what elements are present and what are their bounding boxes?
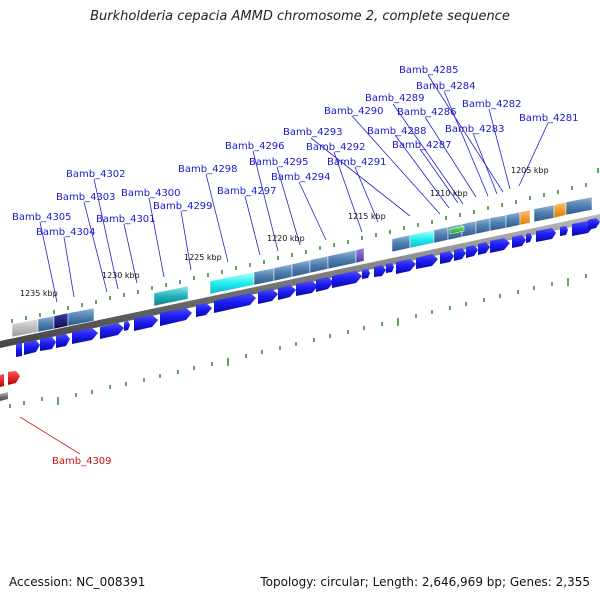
label-leader-lines — [39, 74, 549, 303]
gene-arrow — [134, 315, 158, 331]
scale-label: 1220 kbp — [267, 234, 305, 243]
gene-arrow — [72, 328, 98, 344]
scale-label: 1205 kbp — [511, 166, 549, 175]
gene-label: Bamb_4293 — [283, 127, 343, 138]
gene-label: Bamb_4295 — [249, 157, 309, 168]
gene-arrow — [478, 242, 490, 255]
gene-labels: Bamb_4285 Bamb_4284 Bamb_4289 Bamb_4282 … — [12, 65, 579, 467]
gene-arrow — [124, 321, 130, 331]
gene-label: Bamb_4282 — [462, 99, 522, 110]
gene-arrow — [56, 334, 70, 348]
gene-arrow — [214, 293, 256, 313]
gene-arrow — [396, 259, 416, 274]
gene-label: Bamb_4296 — [225, 141, 285, 152]
gene-label: Bamb_4301 — [96, 214, 156, 225]
gene-label: Bamb_4289 — [365, 93, 425, 104]
gene-label: Bamb_4298 — [178, 164, 238, 175]
gene-arrow — [416, 254, 438, 269]
gene-label: Bamb_4284 — [416, 81, 476, 92]
gene-arrow — [296, 281, 318, 296]
map-title: Burkholderia cepacia AMMD chromosome 2, … — [90, 9, 510, 24]
gene-label: Bamb_4292 — [306, 142, 366, 153]
gene-label: Bamb_4304 — [36, 227, 96, 238]
gene-arrow — [160, 308, 192, 326]
scale-label: 1210 kbp — [430, 189, 468, 198]
tick-marks — [9, 168, 599, 408]
gene-arrow — [466, 245, 478, 258]
scale-label: 1235 kbp — [20, 289, 58, 298]
gene-arrow-highlight-partial — [0, 374, 4, 387]
gene-arrow — [196, 303, 212, 317]
gene-label: Bamb_4303 — [56, 192, 116, 203]
gene-arrow — [512, 235, 526, 248]
gene-arrow — [16, 343, 22, 357]
gene-label: Bamb_4294 — [271, 172, 331, 183]
chromosome-backbone — [0, 214, 600, 348]
gene-arrow — [560, 226, 568, 236]
gene-arrow — [258, 289, 278, 304]
gene-label: Bamb_4285 — [399, 65, 459, 76]
gene-arrow — [316, 277, 334, 292]
gene-label: Bamb_4281 — [519, 113, 579, 124]
accession-label: Accession: NC_008391 — [9, 575, 146, 589]
scale-label: 1225 kbp — [184, 253, 222, 262]
gene-arrows — [16, 218, 600, 357]
gene-arrow — [526, 233, 532, 243]
gene-arrow — [278, 285, 296, 300]
feature-track — [11, 196, 593, 338]
gene-label: Bamb_4300 — [121, 188, 181, 199]
gene-label: Bamb_4288 — [367, 126, 427, 137]
gene-arrow — [454, 248, 466, 261]
scale-label: 1230 kbp — [102, 271, 140, 280]
gene-arrow — [362, 269, 370, 279]
gene-arrow — [100, 323, 124, 339]
gene-label: Bamb_4286 — [397, 107, 457, 118]
gene-label: Bamb_4287 — [392, 140, 452, 151]
scale-label: 1215 kbp — [348, 212, 386, 221]
gene-arrow — [374, 265, 386, 277]
gene-label: Bamb_4283 — [445, 124, 505, 135]
gene-arrow — [40, 337, 56, 351]
chromosome-backbone-lower — [0, 392, 8, 401]
gene-arrow — [588, 218, 600, 230]
label-leader-line-red — [19, 416, 81, 455]
scale-labels: 1205 kbp 1210 kbp 1215 kbp 1220 kbp 1225… — [20, 166, 549, 298]
gene-arrow-highlight — [8, 371, 20, 385]
gene-arrow — [490, 238, 510, 253]
gene-arrow — [440, 251, 454, 264]
gene-label: Bamb_4305 — [12, 212, 72, 223]
gene-label: Bamb_4302 — [66, 169, 126, 180]
gene-arrow — [24, 340, 40, 355]
gene-label: Bamb_4299 — [153, 201, 213, 212]
topology-label: Topology: circular; Length: 2,646,969 bp… — [260, 575, 590, 589]
gene-label: Bamb_4297 — [217, 186, 277, 197]
gene-arrow — [332, 271, 362, 288]
gene-arrow — [536, 228, 556, 242]
gene-label: Bamb_4290 — [324, 106, 384, 117]
gene-label: Bamb_4291 — [327, 157, 387, 168]
gene-label-highlight: Bamb_4309 — [52, 456, 112, 467]
gene-arrow — [386, 263, 394, 273]
